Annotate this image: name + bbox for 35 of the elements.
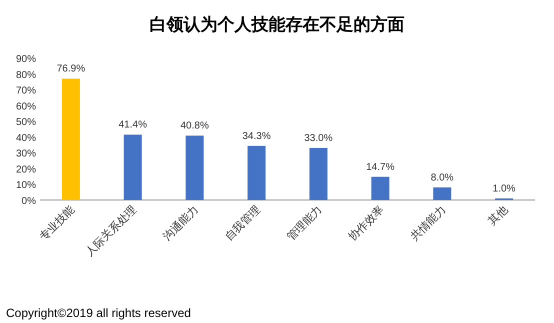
y-tick-label: 20%	[16, 164, 36, 176]
bar	[433, 187, 452, 200]
bar	[371, 176, 390, 200]
bar	[248, 146, 266, 200]
x-tick-label: 其他	[485, 202, 510, 228]
x-tick-label: 管理能力	[284, 202, 325, 244]
data-label: 14.7%	[366, 162, 395, 173]
y-tick-label: 70%	[16, 86, 36, 97]
y-tick-label: 10%	[16, 180, 36, 192]
x-tick-label: 共情能力	[408, 202, 448, 244]
bar	[309, 148, 328, 200]
x-tick-label: 专业技能	[36, 202, 78, 244]
x-tick-label: 人际关系处理	[83, 202, 139, 259]
bar	[124, 134, 142, 200]
x-tick-label: 协作效率	[346, 202, 386, 244]
bar	[186, 136, 204, 200]
y-tick-label: 80%	[16, 70, 36, 81]
chart-title: 白领认为个人技能存在不足的方面	[150, 15, 404, 34]
y-tick-label: 60%	[16, 101, 36, 112]
data-label: 1.0%	[492, 183, 516, 194]
x-tick-label: 自我管理	[222, 202, 263, 244]
data-label: 34.3%	[242, 130, 271, 142]
y-tick-label: 0%	[22, 196, 36, 207]
y-tick-label: 50%	[16, 117, 36, 128]
y-tick-label: 90%	[16, 54, 36, 65]
x-tick-label: 沟通能力	[160, 202, 201, 244]
y-tick-label: 30%	[16, 148, 36, 160]
text: Copyright©2019 all rights reserved	[6, 306, 191, 320]
bar	[62, 78, 80, 200]
data-label: 40.8%	[180, 120, 209, 132]
data-label: 8.0%	[430, 172, 454, 184]
data-label: 33.0%	[304, 132, 333, 144]
data-label: 76.9%	[56, 64, 86, 75]
data-label: 41.4%	[118, 120, 148, 131]
y-tick-label: 40%	[16, 132, 36, 144]
